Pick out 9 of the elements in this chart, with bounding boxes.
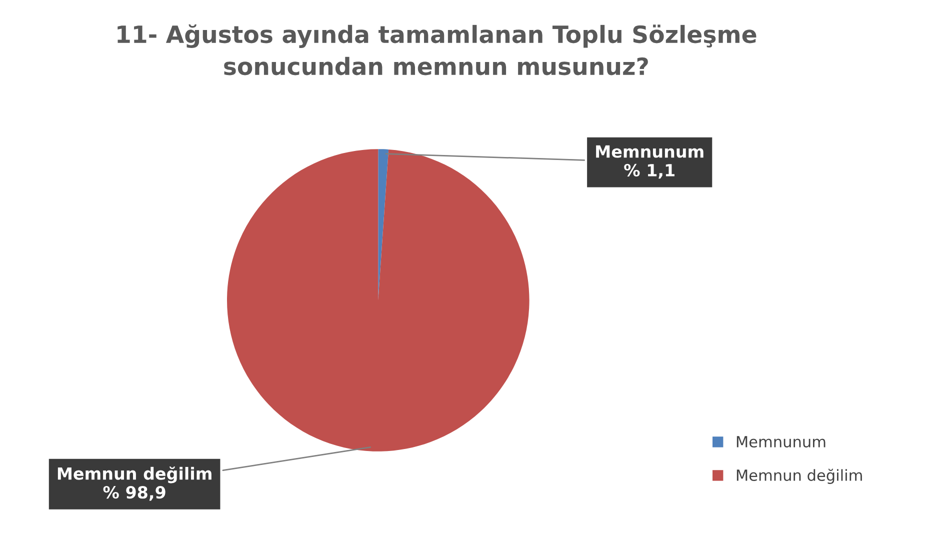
data-label: % 1,1 [624,164,674,179]
slice-label: Memnun değilim [58,466,212,484]
legend-label: Memnun değilim [736,468,862,484]
slice-label: Memnunum [596,145,704,158]
pie-slice [227,149,530,452]
legend-label: Memnunum [736,436,826,448]
chart-title: 11- Ağustos ayında tamamlanan Toplu Sözleşme sonucundan memnun musunuz? [118,24,756,76]
data-label: % 98,9 [103,486,166,501]
pie-slice [378,149,389,300]
